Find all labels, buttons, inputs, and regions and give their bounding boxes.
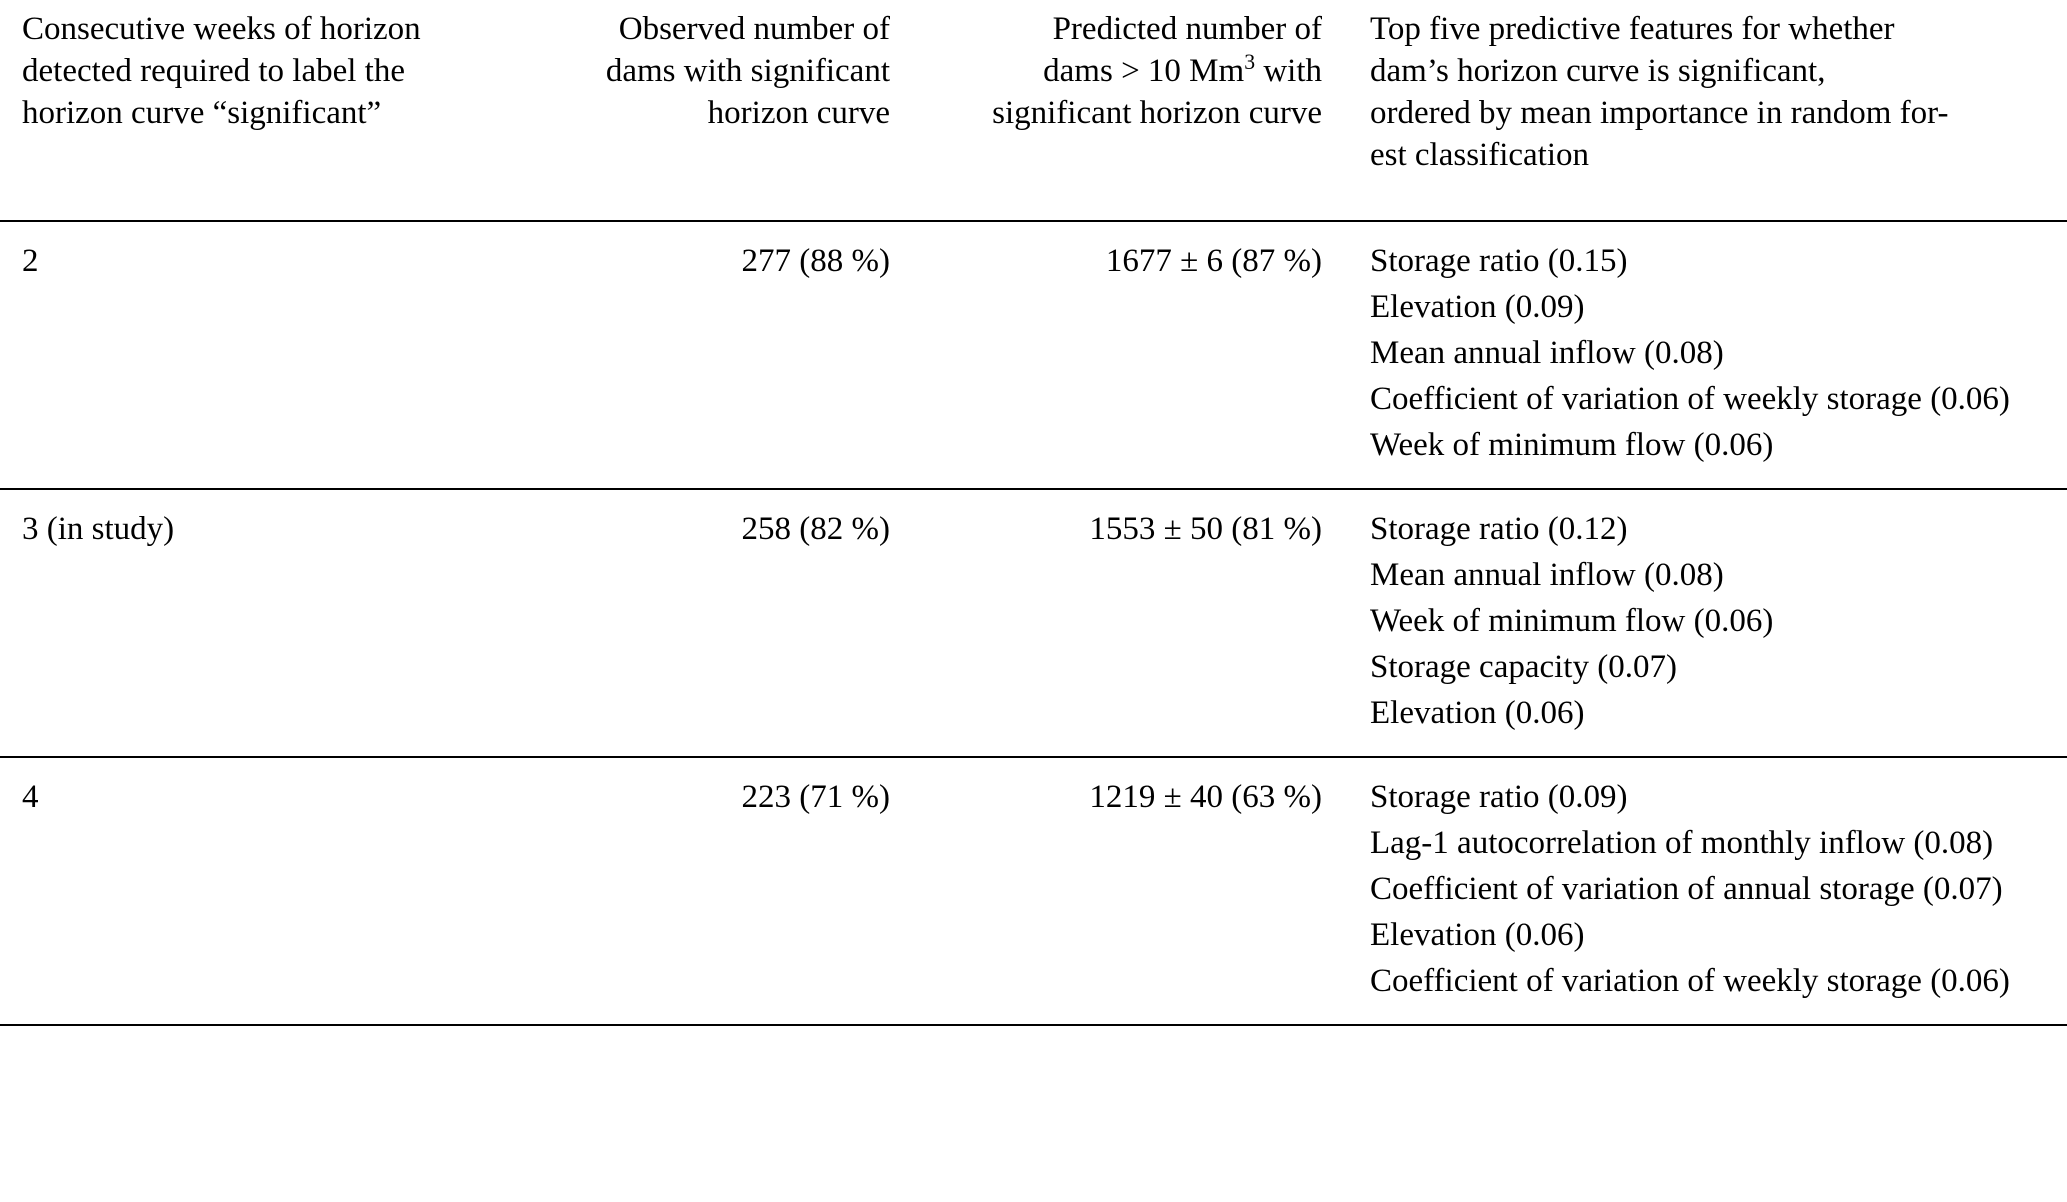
header-features-line-3: ordered by mean importance in random for…	[1370, 95, 1949, 131]
header-observed-line-3: horizon curve	[707, 95, 890, 131]
weeks-cell: 3 (in study)	[22, 511, 175, 547]
feature-item: Storage ratio (0.12)	[1370, 511, 1628, 547]
horizon-curve-results-table: Consecutive weeks of horizon detected re…	[0, 0, 2067, 1026]
header-weeks-line-1: Consecutive weeks of horizon	[22, 11, 421, 47]
feature-item: Elevation (0.06)	[1370, 695, 1585, 731]
header-weeks-line-3: horizon curve “significant”	[22, 95, 382, 131]
header-consecutive-weeks: Consecutive weeks of horizon detected re…	[0, 8, 505, 176]
header-predicted-line-1: Predicted number of	[1052, 11, 1322, 47]
feature-item: Storage capacity (0.07)	[1370, 649, 1677, 685]
feature-item: Coefficient of variation of weekly stora…	[1370, 963, 2010, 999]
header-predicted-line-2-tail: with	[1255, 53, 1322, 89]
observed-cell: 277 (88 %)	[741, 243, 890, 279]
feature-item: Coefficient of variation of weekly stora…	[1370, 381, 2010, 417]
feature-item: Coefficient of variation of annual stora…	[1370, 871, 2003, 907]
table-row-4-weeks: 4 223 (71 %) 1219 ± 40 (63 %) Storage ra…	[0, 758, 2067, 1026]
header-features-line-2: dam’s horizon curve is significant,	[1370, 53, 1826, 89]
header-observed: Observed number of dams with significant…	[505, 8, 890, 176]
header-weeks-line-2: detected required to label the	[22, 53, 405, 89]
header-features-line-1: Top five predictive features for whether	[1370, 11, 1895, 47]
features-cell: Storage ratio (0.09) Lag-1 autocorrelati…	[1322, 776, 2067, 1006]
header-top-features: Top five predictive features for whether…	[1322, 8, 2067, 176]
feature-item: Week of minimum flow (0.06)	[1370, 427, 1774, 463]
table-row-2-weeks: 2 277 (88 %) 1677 ± 6 (87 %) Storage rat…	[0, 222, 2067, 490]
superscript-3: 3	[1244, 50, 1256, 75]
header-predicted: Predicted number of dams > 10 Mm3 with s…	[890, 8, 1322, 176]
feature-item: Mean annual inflow (0.08)	[1370, 557, 1724, 593]
features-cell: Storage ratio (0.12) Mean annual inflow …	[1322, 508, 2067, 738]
header-observed-line-1: Observed number of	[618, 11, 890, 47]
header-predicted-line-2: dams > 10 Mm3 with	[890, 50, 1322, 92]
observed-cell: 258 (82 %)	[741, 511, 890, 547]
table-row-3-weeks: 3 (in study) 258 (82 %) 1553 ± 50 (81 %)…	[0, 490, 2067, 758]
features-cell: Storage ratio (0.15) Elevation (0.09) Me…	[1322, 240, 2067, 470]
header-predicted-line-2-text: dams > 10 Mm	[1043, 53, 1245, 89]
observed-cell: 223 (71 %)	[741, 779, 890, 815]
feature-item: Week of minimum flow (0.06)	[1370, 603, 1774, 639]
feature-item: Lag-1 autocorrelation of monthly inflow …	[1370, 825, 1994, 861]
table-header-row: Consecutive weeks of horizon detected re…	[0, 0, 2067, 222]
feature-item: Storage ratio (0.09)	[1370, 779, 1628, 815]
feature-item: Storage ratio (0.15)	[1370, 243, 1628, 279]
weeks-cell: 2	[22, 243, 39, 279]
feature-item: Elevation (0.06)	[1370, 917, 1585, 953]
feature-item: Mean annual inflow (0.08)	[1370, 335, 1724, 371]
header-predicted-line-3: significant horizon curve	[992, 95, 1322, 131]
predicted-cell: 1677 ± 6 (87 %)	[1105, 243, 1322, 279]
predicted-cell: 1553 ± 50 (81 %)	[1089, 511, 1322, 547]
weeks-cell: 4	[22, 779, 39, 815]
feature-item: Elevation (0.09)	[1370, 289, 1585, 325]
predicted-cell: 1219 ± 40 (63 %)	[1089, 779, 1322, 815]
header-features-line-4: est classification	[1370, 137, 1590, 173]
header-observed-line-2: dams with significant	[605, 53, 890, 89]
